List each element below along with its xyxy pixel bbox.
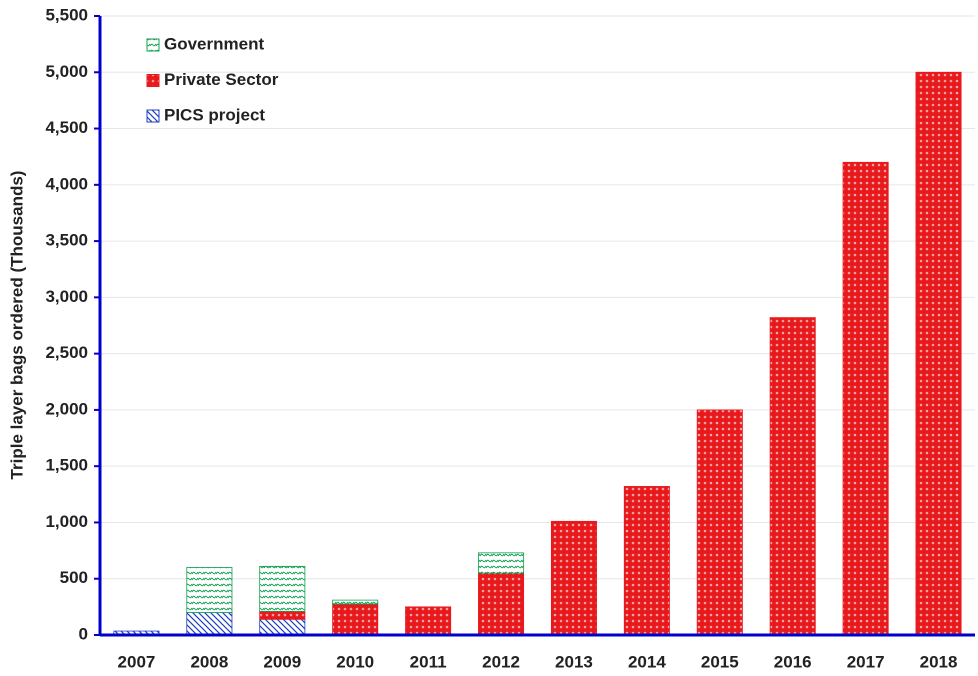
x-tick-label: 2017 <box>847 652 885 671</box>
bar-segment <box>405 606 452 636</box>
y-tick-label: 4,500 <box>45 118 88 137</box>
bar-segment <box>259 610 306 620</box>
bar-segment <box>842 161 889 636</box>
y-tick-label: 3,000 <box>45 287 88 306</box>
x-tick-label: 2014 <box>628 652 666 671</box>
bar-segment <box>915 71 962 636</box>
y-tick-label: 0 <box>79 624 88 643</box>
x-tick-label: 2015 <box>701 652 739 671</box>
x-tick-label: 2007 <box>118 652 156 671</box>
y-tick-label: 4,000 <box>45 174 88 193</box>
y-tick-label: 3,500 <box>45 231 88 250</box>
bar-segment <box>332 599 379 605</box>
y-tick-label: 5,500 <box>45 5 88 24</box>
bar-segment <box>623 486 670 636</box>
y-tick-label: 2,000 <box>45 399 88 418</box>
bar-segment <box>186 612 233 636</box>
legend-swatch <box>146 38 160 52</box>
y-tick-label: 5,000 <box>45 62 88 81</box>
x-tick-label: 2011 <box>410 652 447 671</box>
legend-swatch <box>146 109 160 123</box>
bar-segment <box>696 409 743 636</box>
bar-segment <box>186 567 233 613</box>
bar-segment <box>259 565 306 612</box>
x-tick-label: 2018 <box>920 652 958 671</box>
x-tick-label: 2016 <box>774 652 812 671</box>
x-tick-label: 2012 <box>482 652 520 671</box>
y-tick-label: 1,500 <box>45 456 88 475</box>
bar-segment <box>332 603 379 636</box>
x-tick-label: 2008 <box>190 652 228 671</box>
x-tick-label: 2010 <box>336 652 374 671</box>
bar-segment <box>769 317 816 636</box>
y-tick-label: 1,000 <box>45 512 88 531</box>
bar-segment <box>478 552 525 574</box>
bar-segment <box>259 618 306 636</box>
bar-segment <box>478 572 525 636</box>
y-tick-label: 500 <box>60 568 88 587</box>
legend-swatch <box>146 74 160 87</box>
legend-label: Private Sector <box>164 70 279 89</box>
y-tick-label: 2,500 <box>45 343 88 362</box>
y-axis-label: Triple layer bags ordered (Thousands) <box>7 171 26 480</box>
bar-segment <box>550 520 597 636</box>
x-tick-label: 2009 <box>263 652 301 671</box>
x-tick-label: 2013 <box>555 652 593 671</box>
legend-label: PICS project <box>164 105 265 124</box>
legend-label: Government <box>164 34 264 53</box>
